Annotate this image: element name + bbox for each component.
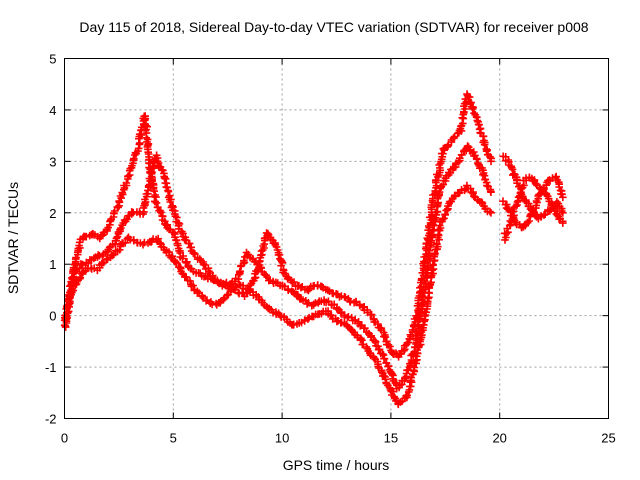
data-point xyxy=(429,227,437,235)
data-point xyxy=(110,207,119,215)
data-point xyxy=(487,208,495,217)
data-point xyxy=(324,297,333,306)
data-point xyxy=(468,104,477,113)
data-point xyxy=(240,256,248,265)
data-point xyxy=(423,259,432,267)
data-point xyxy=(344,313,353,321)
data-point xyxy=(412,356,420,365)
data-point xyxy=(63,301,72,310)
data-point xyxy=(552,172,560,181)
chart-title: Day 115 of 2018, Sidereal Day-to-day VTE… xyxy=(79,19,588,35)
data-point xyxy=(290,278,298,286)
data-point xyxy=(172,236,181,245)
y-axis-label: SDTVAR / TECUs xyxy=(5,182,21,294)
series-track-6 xyxy=(499,172,567,232)
data-marks xyxy=(60,90,567,409)
y-tick-label: 3 xyxy=(49,154,56,169)
y-tick-label: 0 xyxy=(49,309,56,324)
data-point xyxy=(122,179,131,187)
y-tick-label: 2 xyxy=(49,206,56,221)
y-tick-label: 4 xyxy=(49,103,56,118)
data-point xyxy=(186,277,194,285)
x-axis-label: GPS time / hours xyxy=(283,457,390,473)
data-point xyxy=(178,254,187,263)
data-point xyxy=(432,239,441,248)
data-point xyxy=(388,387,397,396)
x-tick-label: 5 xyxy=(170,431,177,446)
data-point xyxy=(82,232,91,241)
data-point xyxy=(136,139,144,147)
axis-ticks: 0 5 10 15 20 25 -2 -1 0 1 2 3 4 5 xyxy=(45,52,616,446)
data-point xyxy=(367,310,376,319)
plot-frame xyxy=(64,58,609,419)
data-point xyxy=(303,300,311,308)
data-point xyxy=(189,281,197,290)
data-point xyxy=(173,259,181,267)
data-point xyxy=(525,217,533,225)
data-point xyxy=(381,333,390,341)
data-point xyxy=(257,264,265,272)
data-point xyxy=(486,207,494,216)
y-tick-label: -1 xyxy=(45,360,57,375)
data-point xyxy=(429,260,437,269)
data-point xyxy=(163,183,171,192)
data-point xyxy=(472,154,481,163)
series-track-3 xyxy=(61,181,495,409)
data-point xyxy=(427,230,436,239)
data-point xyxy=(487,188,495,197)
data-point xyxy=(416,309,425,318)
data-point xyxy=(559,208,567,217)
data-point xyxy=(465,93,474,101)
data-point xyxy=(450,132,459,141)
x-tick-label: 20 xyxy=(492,431,506,446)
series-track-2 xyxy=(60,142,495,393)
data-point xyxy=(214,278,222,286)
data-point xyxy=(130,154,138,163)
data-point xyxy=(284,286,292,294)
data-point xyxy=(458,114,467,122)
y-tick-label: -2 xyxy=(45,412,57,427)
data-point xyxy=(168,252,176,260)
data-point xyxy=(314,281,322,289)
data-point xyxy=(441,210,449,219)
data-point xyxy=(380,354,389,363)
data-point xyxy=(203,296,211,304)
data-point xyxy=(375,345,384,354)
data-point xyxy=(559,193,567,202)
data-point xyxy=(121,239,129,247)
data-point xyxy=(200,261,208,269)
x-tick-label: 10 xyxy=(275,431,289,446)
data-point xyxy=(361,324,369,332)
x-tick-label: 25 xyxy=(601,431,615,446)
data-point xyxy=(424,262,432,270)
x-tick-label: 15 xyxy=(384,431,398,446)
data-point xyxy=(113,232,122,241)
data-point xyxy=(487,157,495,166)
data-point xyxy=(159,166,167,175)
data-point xyxy=(480,140,489,149)
data-point xyxy=(440,214,448,223)
series-track-5 xyxy=(499,152,567,223)
data-point xyxy=(272,243,281,251)
data-point xyxy=(559,219,567,227)
data-point xyxy=(386,342,394,351)
y-tick-label: 1 xyxy=(49,257,56,272)
y-tick-label: 5 xyxy=(49,52,56,67)
data-point xyxy=(152,199,161,207)
x-tick-label: 0 xyxy=(61,431,68,446)
series-track-1 xyxy=(61,90,496,361)
data-point xyxy=(304,298,313,307)
